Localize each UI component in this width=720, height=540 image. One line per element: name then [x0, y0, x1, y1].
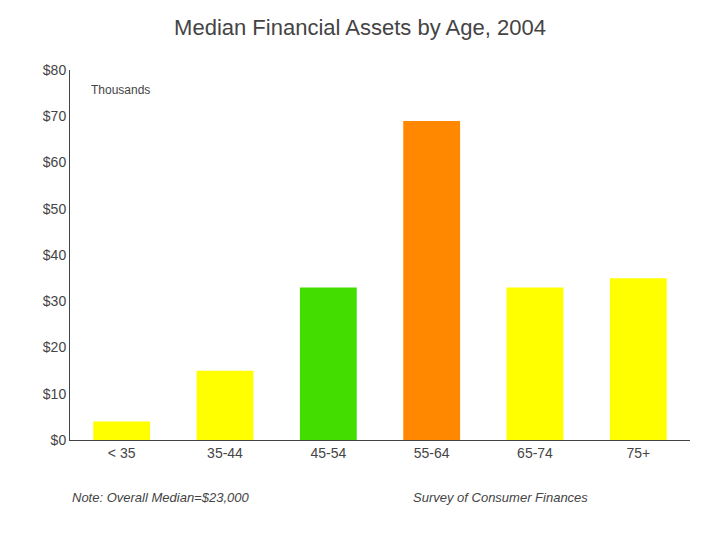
svg-text:$70: $70	[43, 108, 67, 124]
svg-text:65-74: 65-74	[517, 445, 553, 461]
svg-text:$80: $80	[43, 62, 67, 78]
svg-text:$0: $0	[51, 432, 67, 448]
svg-text:$50: $50	[43, 201, 67, 217]
svg-text:Note: Overall Median=$23,000: Note: Overall Median=$23,000	[72, 490, 249, 505]
svg-text:$20: $20	[43, 339, 67, 355]
svg-text:75+: 75+	[626, 445, 650, 461]
svg-text:55-64: 55-64	[414, 445, 450, 461]
svg-text:$10: $10	[43, 386, 67, 402]
svg-text:45-54: 45-54	[310, 445, 346, 461]
svg-text:$30: $30	[43, 293, 67, 309]
svg-text:$60: $60	[43, 154, 67, 170]
svg-text:Thousands: Thousands	[91, 83, 150, 97]
svg-text:35-44: 35-44	[207, 445, 243, 461]
svg-text:< 35: < 35	[108, 445, 136, 461]
svg-text:Median Financial Assets by Age: Median Financial Assets by Age, 2004	[174, 15, 546, 40]
svg-text:$40: $40	[43, 247, 67, 263]
svg-text:Survey of Consumer Finances: Survey of Consumer Finances	[413, 490, 588, 505]
